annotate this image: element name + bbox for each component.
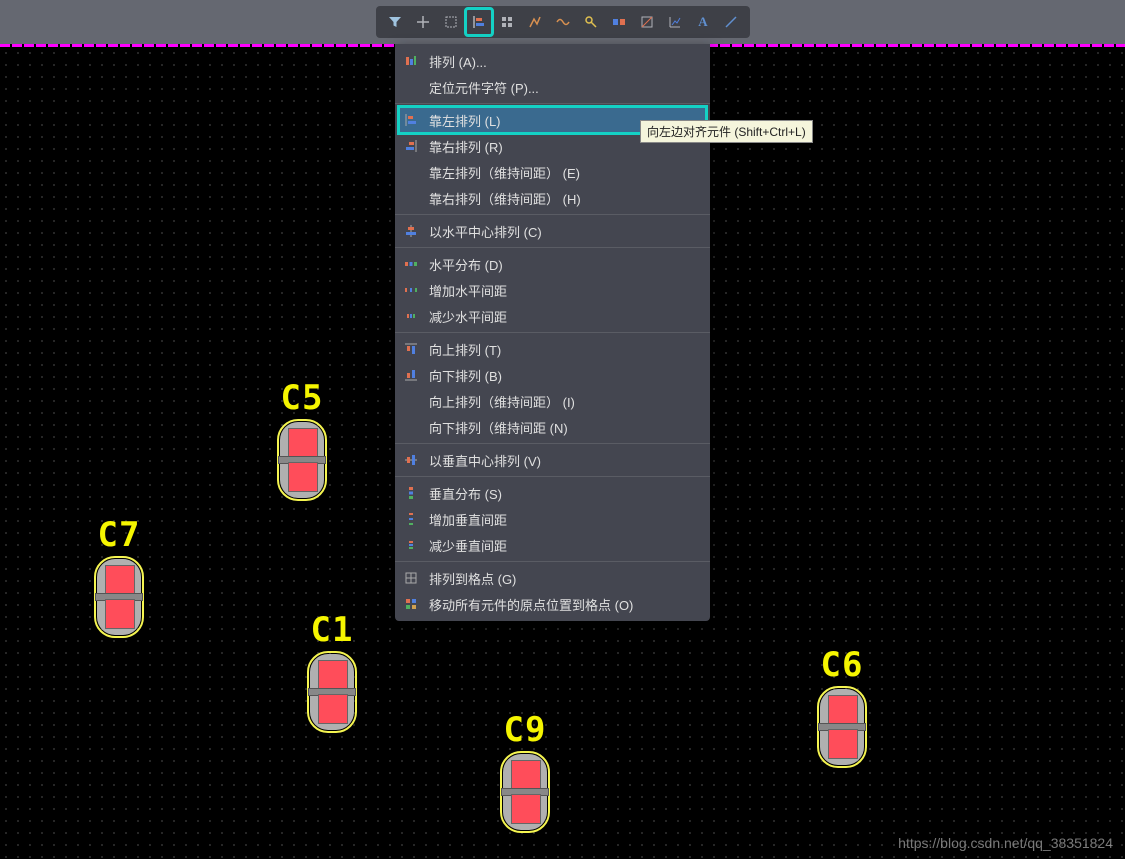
menu-label: 以垂直中心排列 (V) [429, 451, 698, 470]
blank-icon [403, 164, 419, 180]
svg-text:A: A [698, 15, 708, 29]
ab-icon [403, 367, 419, 383]
menu-label: 水平分布 (D) [429, 255, 698, 274]
component-body[interactable] [503, 754, 547, 830]
component-label: C9 [504, 710, 547, 750]
tool-text[interactable]: A [690, 9, 716, 35]
menu-item[interactable]: 以水平中心排列 (C) [395, 218, 710, 244]
tooltip: 向左边对齐元件 (Shift+Ctrl+L) [640, 120, 813, 143]
menu-item[interactable]: 向下排列（维持间距 (N) [395, 414, 710, 440]
component-body[interactable] [280, 422, 324, 498]
vr-icon [403, 537, 419, 553]
blank-icon [403, 79, 419, 95]
component-label: C5 [281, 378, 324, 418]
menu-label: 垂直分布 (S) [429, 484, 698, 503]
menu-item[interactable]: 排列 (A)... [395, 48, 710, 74]
menu-item[interactable]: 向下排列 (B) [395, 362, 710, 388]
menu-item[interactable]: 增加垂直间距 [395, 506, 710, 532]
tool-key[interactable] [578, 9, 604, 35]
menu-item[interactable]: 向上排列 (T) [395, 336, 710, 362]
blank-icon [403, 393, 419, 409]
component-C5[interactable]: C5 [280, 378, 324, 498]
component-label: C7 [98, 515, 141, 555]
blank-icon [403, 419, 419, 435]
vi-icon [403, 511, 419, 527]
component-body[interactable] [310, 654, 354, 730]
tool-select-box[interactable] [438, 9, 464, 35]
menu-label: 定位元件字符 (P)... [429, 78, 698, 97]
menu-item[interactable]: 定位元件字符 (P)... [395, 74, 710, 100]
menu-item[interactable]: 靠右排列（维持间距） (H) [395, 185, 710, 211]
hc-icon [403, 223, 419, 239]
menu-label: 向下排列（维持间距 (N) [429, 418, 698, 437]
menu-label: 向下排列 (B) [429, 366, 698, 385]
gd2-icon [403, 596, 419, 612]
menu-item[interactable]: 排列到格点 (G) [395, 565, 710, 591]
menu-label: 排列到格点 (G) [429, 569, 698, 588]
hr-icon [403, 308, 419, 324]
menu-label: 向上排列 (T) [429, 340, 698, 359]
menu-label: 减少水平间距 [429, 307, 698, 326]
menu-divider [395, 332, 710, 333]
component-C7[interactable]: C7 [97, 515, 141, 635]
tool-filter[interactable] [382, 9, 408, 35]
component-body[interactable] [820, 689, 864, 765]
menu-divider [395, 476, 710, 477]
menu-item[interactable]: 移动所有元件的原点位置到格点 (O) [395, 591, 710, 617]
menu-item[interactable]: 以垂直中心排列 (V) [395, 447, 710, 473]
at-icon [403, 341, 419, 357]
tool-line[interactable] [718, 9, 744, 35]
vc-icon [403, 452, 419, 468]
menu-label: 增加水平间距 [429, 281, 698, 300]
menu-item[interactable]: 减少垂直间距 [395, 532, 710, 558]
tool-diag[interactable] [634, 9, 660, 35]
menu-item[interactable]: 增加水平间距 [395, 277, 710, 303]
menu-item[interactable]: 减少水平间距 [395, 303, 710, 329]
tool-compare[interactable] [606, 9, 632, 35]
ar-icon [403, 138, 419, 154]
menu-item[interactable]: 靠左排列（维持间距） (E) [395, 159, 710, 185]
component-body[interactable] [97, 559, 141, 635]
vd-icon [403, 485, 419, 501]
menu-label: 靠右排列（维持间距） (H) [429, 189, 698, 208]
tool-wave[interactable] [550, 9, 576, 35]
menu-item[interactable]: 水平分布 (D) [395, 251, 710, 277]
menu-label: 靠左排列（维持间距） (E) [429, 163, 698, 182]
menu-divider [395, 214, 710, 215]
tool-align-left[interactable] [466, 9, 492, 35]
menu-label: 移动所有元件的原点位置到格点 (O) [429, 595, 698, 614]
tool-chart[interactable] [662, 9, 688, 35]
component-label: C1 [311, 610, 354, 650]
hi-icon [403, 282, 419, 298]
menu-label: 排列 (A)... [429, 52, 698, 71]
tool-crosshair[interactable] [410, 9, 436, 35]
tool-grid[interactable] [494, 9, 520, 35]
menu-label: 增加垂直间距 [429, 510, 698, 529]
al-icon [403, 112, 419, 128]
component-label: C6 [821, 645, 864, 685]
hd-icon [403, 256, 419, 272]
menu-item[interactable]: 垂直分布 (S) [395, 480, 710, 506]
tool-path[interactable] [522, 9, 548, 35]
component-C1[interactable]: C1 [310, 610, 354, 730]
watermark: https://blog.csdn.net/qq_38351824 [898, 835, 1113, 851]
blank-icon [403, 190, 419, 206]
menu-divider [395, 561, 710, 562]
bars-icon [403, 53, 419, 69]
toolbar-container: A [0, 0, 1125, 44]
menu-label: 以水平中心排列 (C) [429, 222, 698, 241]
menu-label: 向上排列（维持间距） (I) [429, 392, 698, 411]
menu-divider [395, 247, 710, 248]
menu-divider [395, 103, 710, 104]
component-C9[interactable]: C9 [503, 710, 547, 830]
main-toolbar: A [376, 6, 750, 38]
menu-divider [395, 443, 710, 444]
component-C6[interactable]: C6 [820, 645, 864, 765]
menu-item[interactable]: 向上排列（维持间距） (I) [395, 388, 710, 414]
gd-icon [403, 570, 419, 586]
menu-label: 减少垂直间距 [429, 536, 698, 555]
